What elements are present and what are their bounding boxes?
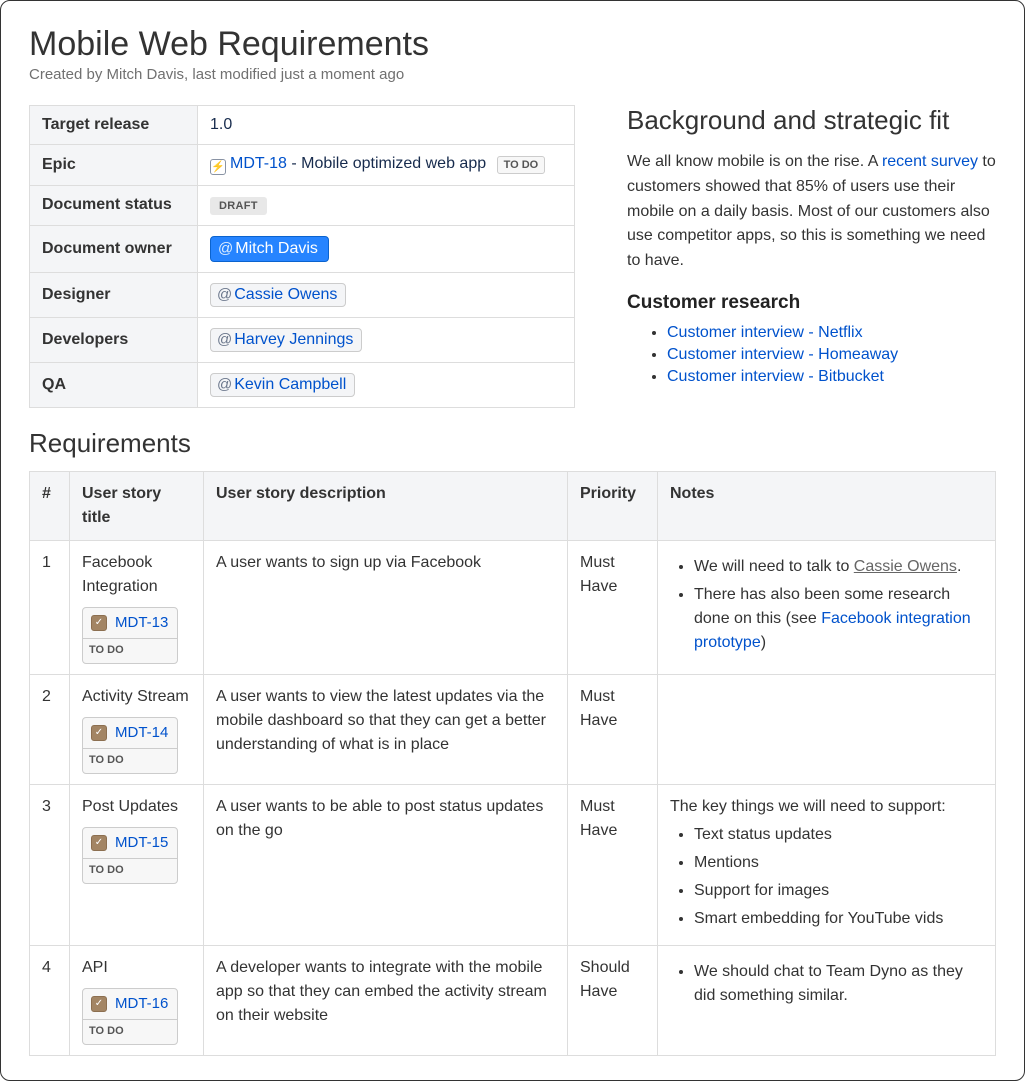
meta-label-document-owner: Document owner — [30, 225, 198, 272]
research-link[interactable]: Customer interview - Homeaway — [667, 346, 898, 363]
cell-prio: Must Have — [568, 784, 658, 945]
top-row: Target release 1.0 Epic ⚡MDT-18 - Mobile… — [29, 105, 996, 408]
table-row: 2 Activity Stream ✓MDT-14 TO DO A user w… — [30, 674, 996, 784]
meta-label-designer: Designer — [30, 272, 198, 317]
designer-mention[interactable]: @Cassie Owens — [210, 283, 346, 307]
cell-notes: The key things we will need to support: … — [658, 784, 996, 945]
research-link[interactable]: Customer interview - Netflix — [667, 324, 863, 341]
epic-status-lozenge: TO DO — [497, 156, 546, 174]
table-row: 4 API ✓MDT-16 TO DO A developer wants to… — [30, 945, 996, 1055]
epic-icon: ⚡ — [210, 159, 226, 175]
qa-mention[interactable]: @Kevin Campbell — [210, 373, 355, 397]
list-item: Mentions — [694, 849, 983, 877]
story-icon: ✓ — [91, 996, 107, 1012]
cell-prio: Should Have — [568, 945, 658, 1055]
table-row: 3 Post Updates ✓MDT-15 TO DO A user want… — [30, 784, 996, 945]
meta-value-epic: ⚡MDT-18 - Mobile optimized web app TO DO — [198, 145, 575, 186]
cell-notes — [658, 674, 996, 784]
cell-num: 3 — [30, 784, 70, 945]
list-item: Support for images — [694, 877, 983, 905]
meta-value-target-release: 1.0 — [198, 106, 575, 145]
issue-card[interactable]: ✓MDT-16 TO DO — [82, 988, 178, 1045]
issue-status-lozenge: TO DO — [83, 638, 177, 663]
document-page: Mobile Web Requirements Created by Mitch… — [0, 0, 1025, 1081]
list-item: Customer interview - Netflix — [667, 322, 996, 344]
page-title: Mobile Web Requirements — [29, 25, 996, 64]
col-title: User story title — [70, 471, 204, 540]
draft-lozenge: DRAFT — [210, 197, 267, 215]
customer-research-heading: Customer research — [627, 292, 996, 314]
cell-num: 1 — [30, 540, 70, 674]
col-notes: Notes — [658, 471, 996, 540]
list-item: Customer interview - Bitbucket — [667, 366, 996, 388]
issue-link[interactable]: MDT-13 — [115, 612, 168, 635]
col-prio: Priority — [568, 471, 658, 540]
research-links-list: Customer interview - Netflix Customer in… — [627, 322, 996, 388]
list-item: Text status updates — [694, 821, 983, 849]
owner-mention[interactable]: @Mitch Davis — [210, 236, 329, 262]
meta-label-target-release: Target release — [30, 106, 198, 145]
issue-link[interactable]: MDT-16 — [115, 993, 168, 1016]
list-item: Smart embedding for YouTube vids — [694, 905, 983, 933]
cell-title: Facebook Integration ✓MDT-13 TO DO — [70, 540, 204, 674]
issue-status-lozenge: TO DO — [83, 748, 177, 773]
cell-desc: A developer wants to integrate with the … — [204, 945, 568, 1055]
list-item: There has also been some research done o… — [694, 581, 983, 657]
meta-value-designer: @Cassie Owens — [198, 272, 575, 317]
issue-card[interactable]: ✓ MDT-13 TO DO — [82, 607, 178, 664]
list-item: We will need to talk to Cassie Owens. — [694, 553, 983, 581]
meta-column: Target release 1.0 Epic ⚡MDT-18 - Mobile… — [29, 105, 575, 408]
col-desc: User story description — [204, 471, 568, 540]
cell-title: API ✓MDT-16 TO DO — [70, 945, 204, 1055]
background-heading: Background and strategic fit — [627, 105, 996, 136]
background-paragraph: We all know mobile is on the rise. A rec… — [627, 150, 996, 274]
meta-value-document-owner: @Mitch Davis — [198, 225, 575, 272]
metadata-table: Target release 1.0 Epic ⚡MDT-18 - Mobile… — [29, 105, 575, 408]
story-icon: ✓ — [91, 835, 107, 851]
at-icon: @ — [217, 331, 232, 348]
issue-status-lozenge: TO DO — [83, 858, 177, 883]
developer-mention[interactable]: @Harvey Jennings — [210, 328, 362, 352]
at-icon: @ — [217, 376, 232, 393]
list-item: Customer interview - Homeaway — [667, 344, 996, 366]
side-column: Background and strategic fit We all know… — [627, 105, 996, 388]
cell-notes: We should chat to Team Dyno as they did … — [658, 945, 996, 1055]
cell-notes: We will need to talk to Cassie Owens. Th… — [658, 540, 996, 674]
cell-desc: A user wants to sign up via Facebook — [204, 540, 568, 674]
cell-prio: Must Have — [568, 540, 658, 674]
recent-survey-link[interactable]: recent survey — [882, 153, 978, 170]
meta-value-qa: @Kevin Campbell — [198, 362, 575, 407]
cell-desc: A user wants to be able to post status u… — [204, 784, 568, 945]
story-icon: ✓ — [91, 615, 107, 631]
issue-link[interactable]: MDT-15 — [115, 832, 168, 855]
cell-title: Activity Stream ✓MDT-14 TO DO — [70, 674, 204, 784]
requirements-table: # User story title User story descriptio… — [29, 471, 996, 1056]
cell-num: 4 — [30, 945, 70, 1055]
meta-value-document-status: DRAFT — [198, 185, 575, 225]
meta-value-developers: @Harvey Jennings — [198, 317, 575, 362]
issue-link[interactable]: MDT-14 — [115, 722, 168, 745]
cell-num: 2 — [30, 674, 70, 784]
cell-title: Post Updates ✓MDT-15 TO DO — [70, 784, 204, 945]
at-icon: @ — [217, 286, 232, 303]
meta-label-qa: QA — [30, 362, 198, 407]
table-row: 1 Facebook Integration ✓MDT-13 TO DO A u… — [30, 540, 996, 674]
requirements-heading: Requirements — [29, 428, 996, 459]
mention-inline[interactable]: Cassie Owens — [854, 558, 957, 575]
epic-summary: - Mobile optimized web app — [287, 155, 486, 172]
at-icon: @ — [218, 240, 233, 257]
col-num: # — [30, 471, 70, 540]
meta-label-document-status: Document status — [30, 185, 198, 225]
meta-label-epic: Epic — [30, 145, 198, 186]
cell-prio: Must Have — [568, 674, 658, 784]
meta-label-developers: Developers — [30, 317, 198, 362]
research-link[interactable]: Customer interview - Bitbucket — [667, 368, 884, 385]
list-item: We should chat to Team Dyno as they did … — [694, 958, 983, 1010]
issue-card[interactable]: ✓ MDT-15 TO DO — [82, 827, 178, 884]
story-icon: ✓ — [91, 725, 107, 741]
issue-card[interactable]: ✓ MDT-14 TO DO — [82, 717, 178, 774]
epic-link[interactable]: MDT-18 — [230, 155, 287, 172]
cell-desc: A user wants to view the latest updates … — [204, 674, 568, 784]
byline: Created by Mitch Davis, last modified ju… — [29, 66, 996, 83]
